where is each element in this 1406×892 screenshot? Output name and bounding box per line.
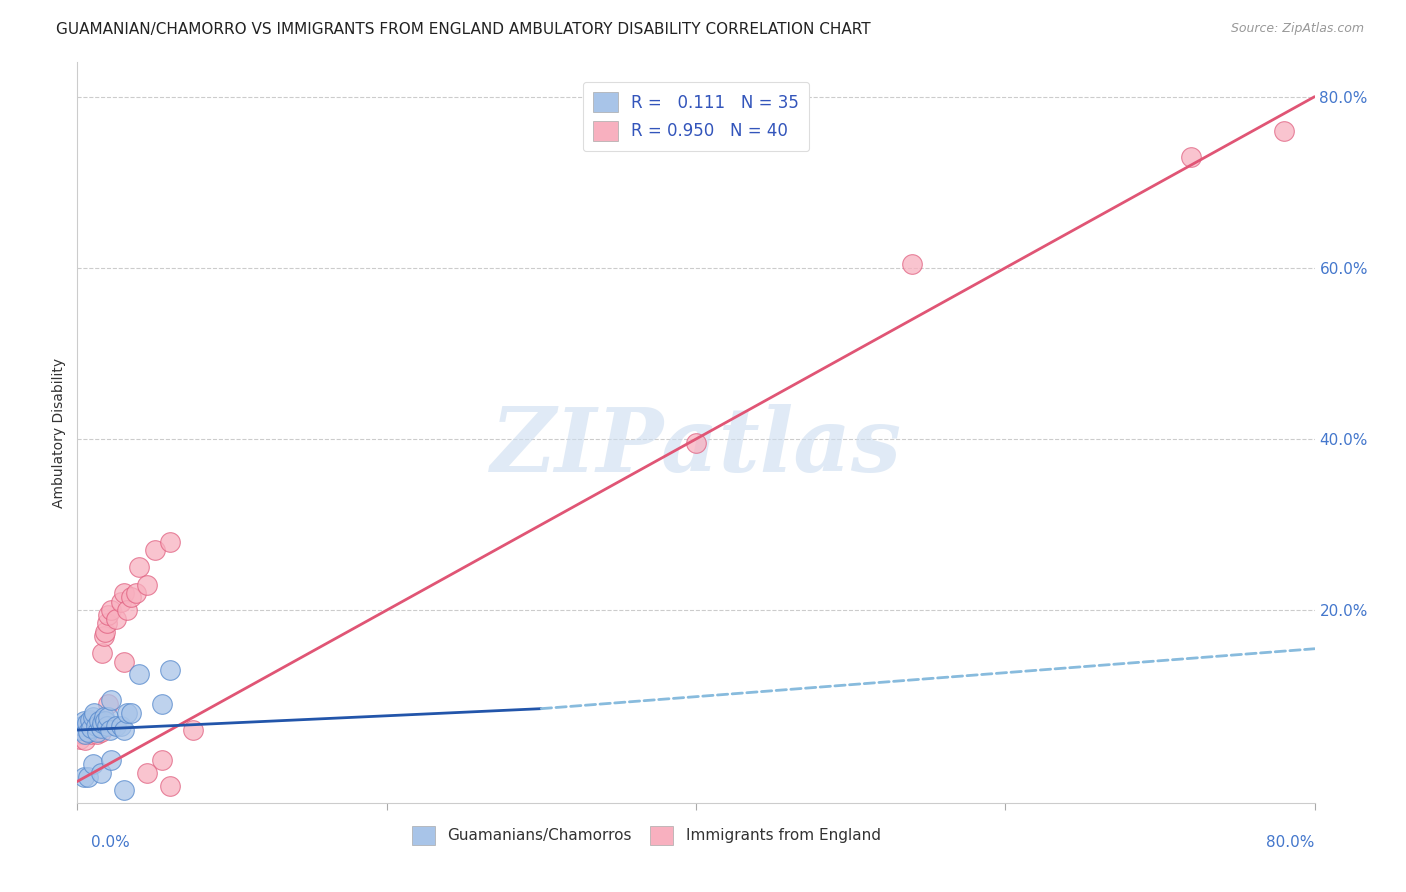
Point [100,753,122,767]
Point [79,713,101,727]
Point [90,722,111,736]
Point [901,256,924,270]
Point [105,719,127,733]
Point [112,586,135,600]
Point [94,714,117,729]
Point [93,629,115,643]
Text: 0.0%: 0.0% [91,836,131,850]
Point [1180,150,1202,164]
Point [121,706,143,720]
Point [94,624,117,639]
Point [87,714,110,729]
Point [91,646,114,660]
Text: ZIPatlas: ZIPatlas [491,404,901,491]
Point [86,727,108,741]
Point [152,753,174,767]
Point [121,591,143,605]
Point [69,723,91,737]
Point [70,727,93,741]
Point [97,710,120,724]
Point [159,663,181,677]
Point [91,716,114,731]
Point [77,724,100,739]
Point [128,560,150,574]
Point [86,724,108,739]
Point [136,765,159,780]
Point [115,603,138,617]
Point [110,719,132,733]
Point [100,603,122,617]
Point [96,615,118,630]
Point [83,714,105,729]
Point [80,727,103,741]
Point [115,706,138,720]
Text: Source: ZipAtlas.com: Source: ZipAtlas.com [1230,22,1364,36]
Point [159,534,181,549]
Point [72,770,94,784]
Point [90,765,111,780]
Point [75,733,96,747]
Point [100,693,122,707]
Point [97,607,120,622]
Legend: Guamanians/Chamorros, Immigrants from England: Guamanians/Chamorros, Immigrants from En… [406,820,887,851]
Point [84,719,107,733]
Point [87,719,110,733]
Point [125,586,148,600]
Point [82,710,104,724]
Point [112,783,135,797]
Point [90,724,111,739]
Point [77,719,100,733]
Point [97,698,120,712]
Point [70,719,93,733]
Point [80,722,103,736]
Point [152,698,174,712]
Point [77,770,100,784]
Text: GUAMANIAN/CHAMORRO VS IMMIGRANTS FROM ENGLAND AMBULATORY DISABILITY CORRELATION : GUAMANIAN/CHAMORRO VS IMMIGRANTS FROM EN… [56,22,870,37]
Point [98,723,121,737]
Point [72,714,94,729]
Point [183,723,205,737]
Point [72,723,94,737]
Point [128,667,150,681]
Point [1272,124,1295,138]
Point [143,543,166,558]
Point [93,710,115,724]
Point [75,727,96,741]
Point [79,723,101,737]
Point [105,612,127,626]
Point [96,719,118,733]
Point [76,719,98,733]
Point [84,723,107,737]
Point [82,719,104,733]
Text: 80.0%: 80.0% [1267,836,1315,850]
Point [110,595,132,609]
Y-axis label: Ambulatory Disability: Ambulatory Disability [52,358,66,508]
Point [82,757,104,772]
Point [685,436,707,450]
Point [136,577,159,591]
Point [76,716,98,731]
Point [83,706,105,720]
Point [112,723,135,737]
Point [69,731,91,746]
Point [159,779,181,793]
Point [112,655,135,669]
